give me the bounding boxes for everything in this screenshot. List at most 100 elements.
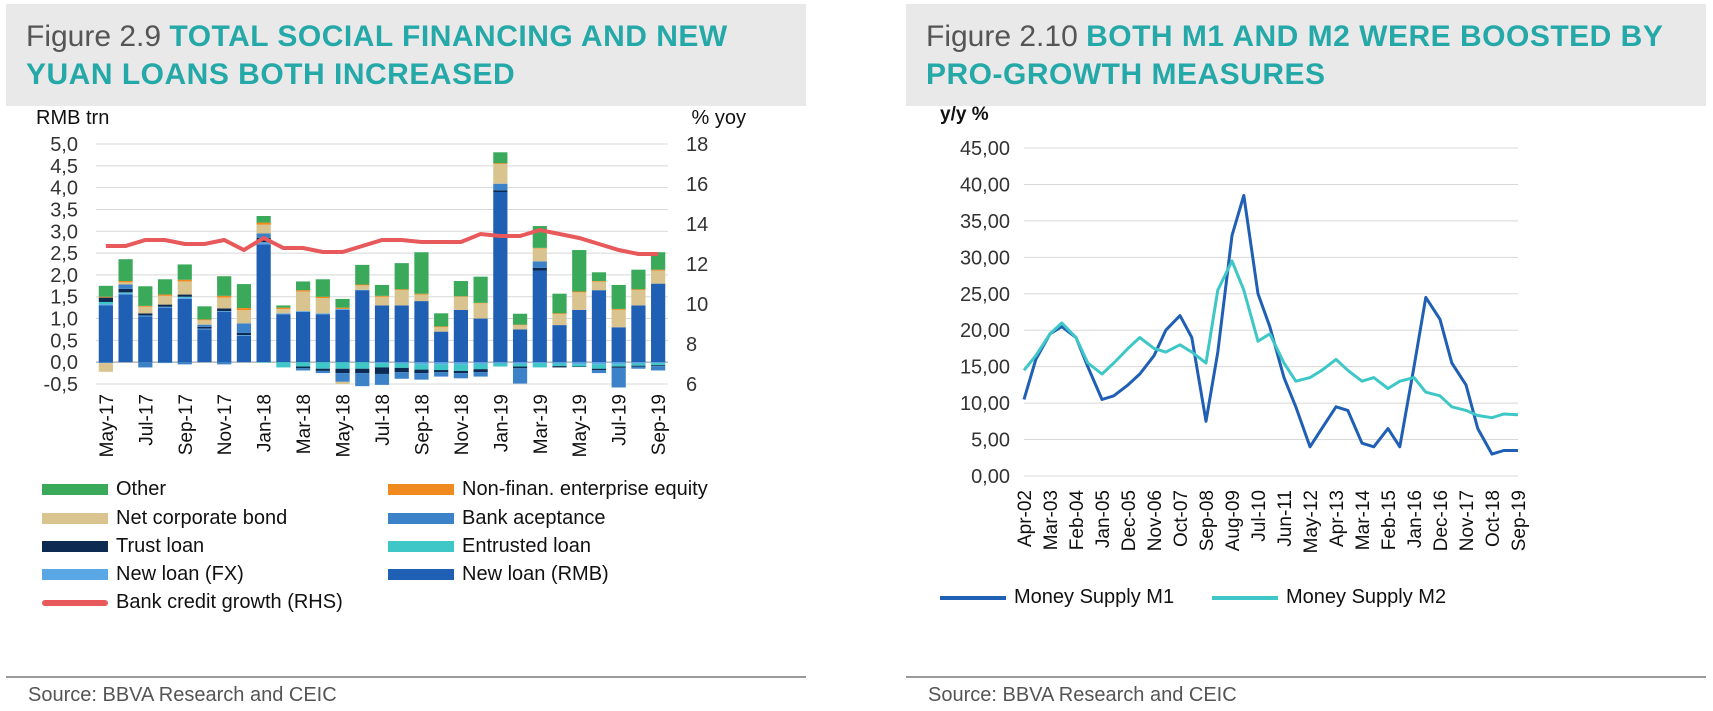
x-tick-label: Jan-19 (491, 394, 512, 452)
x-tick-label: May-17 (97, 394, 118, 457)
bar-segment (631, 290, 646, 306)
legend-label: New loan (RMB) (462, 563, 609, 585)
x-tick-label: May-12 (1301, 490, 1322, 553)
bar-segment (572, 364, 587, 367)
bar-segment (157, 295, 173, 305)
x-tick-label: Sep-17 (176, 394, 197, 455)
bar-segment (98, 304, 113, 306)
figure-number: Figure 2.9 (26, 20, 162, 53)
legend-swatch (388, 541, 454, 553)
bar-segment (453, 370, 468, 374)
figure-title-box: Figure 2.9 TOTAL SOCIAL FINANCING AND NE… (6, 4, 806, 106)
y-tick-label: 40,00 (960, 174, 1010, 196)
bar-segment (315, 296, 330, 299)
legend-label: Money Supply M1 (1014, 586, 1175, 608)
bar-segment (374, 295, 390, 297)
bar-segment (236, 332, 252, 336)
bar-segment (453, 309, 468, 363)
bar-segment (296, 290, 311, 292)
series-line (1022, 193, 1518, 456)
bar-segment (572, 362, 587, 365)
right-tick-label: 12 (686, 254, 708, 276)
bar-segment (591, 281, 607, 282)
bar-segment (414, 364, 429, 370)
bar-segment (256, 242, 271, 245)
figure-2-9-panel: Figure 2.9 TOTAL SOCIAL FINANCING AND NE… (6, 0, 806, 711)
x-tick-label: Nov-17 (1457, 490, 1478, 551)
legend-label: Bank credit growth (RHS) (116, 591, 343, 613)
bar-segment (414, 294, 429, 302)
bar-segment (631, 362, 646, 364)
x-tick-label: Mar-03 (1041, 490, 1062, 550)
bar-segment (631, 366, 646, 369)
bar-segment (572, 250, 587, 292)
bar-segment (493, 190, 508, 192)
financing-bar-chart: RMB trn % yoy 5,04,54,03,53,02,52,01,51,… (36, 107, 746, 457)
legend-item: Money Supply M1 (940, 586, 1174, 609)
legend-swatch (388, 513, 454, 525)
right-tick-label: 18 (686, 134, 708, 156)
x-tick-label: Feb-15 (1379, 490, 1400, 550)
bar-segment (532, 247, 547, 249)
bar-segment (512, 325, 528, 330)
bar-segment (651, 283, 666, 363)
bar-segment (631, 365, 646, 367)
bar-segment (177, 298, 192, 363)
bar-segment (394, 263, 409, 290)
bar-segment (197, 326, 212, 329)
bar-segment (591, 362, 607, 365)
legend-swatch (1212, 595, 1278, 600)
bar-segment (157, 307, 173, 363)
right-tick-label: 16 (686, 174, 708, 196)
figure-title: Figure 2.9 TOTAL SOCIAL FINANCING AND NE… (26, 18, 796, 94)
legend-swatch (42, 484, 108, 496)
legend-swatch (42, 569, 108, 581)
bar-segment (512, 366, 528, 369)
bar-segment (473, 369, 488, 373)
bar-segment (315, 314, 330, 363)
bar-segment (434, 362, 449, 365)
x-tick-label: Oct-18 (1483, 490, 1504, 547)
bar-segment (335, 298, 350, 308)
left-tick-label: 5,0 (50, 134, 78, 156)
bar-segment (138, 316, 153, 363)
bar-segment (394, 305, 409, 363)
bar-segment (138, 313, 153, 316)
bar-segment (98, 296, 113, 298)
bar-segment (512, 368, 528, 384)
bar-segment (197, 320, 212, 325)
x-tick-label: Sep-18 (412, 394, 433, 455)
bar-segment (394, 372, 409, 379)
bar-segment (98, 362, 113, 364)
x-tick-label: Nov-06 (1145, 490, 1166, 551)
left-tick-label: 2,0 (50, 265, 78, 287)
bar-segment (98, 301, 113, 305)
bar-segment (532, 261, 547, 268)
bar-segment (236, 310, 252, 324)
x-tick-label: Jul-10 (1249, 490, 1270, 542)
legend-swatch (388, 569, 454, 581)
bar-segment (453, 373, 468, 379)
bar-segment (157, 362, 173, 364)
bar-segment (552, 363, 567, 367)
bar-segment (374, 296, 390, 306)
x-tick-label: Jul-19 (610, 394, 631, 446)
bar-segment (236, 335, 252, 336)
bar-segment (414, 362, 429, 365)
bar-segment (512, 329, 528, 363)
bar-segment (591, 281, 607, 291)
bar-segment (98, 297, 113, 302)
y-tick-label: 0,00 (971, 466, 1010, 488)
money-supply-line-chart: y/y % 45,00 40,00 35,00 30,00 25,00 20,00 15,0… (940, 106, 1530, 553)
bar-segment (611, 362, 626, 365)
bar-segment (552, 313, 567, 315)
x-tick-label: Sep-19 (1509, 490, 1530, 551)
right-tick-label: 14 (686, 214, 708, 236)
x-tick-label: Jan-05 (1093, 490, 1114, 548)
bar-segment (197, 319, 212, 321)
bar-segment (473, 318, 488, 363)
bar-segment (355, 362, 370, 369)
x-tick-label: Sep-19 (649, 394, 670, 455)
bar-segment (374, 362, 390, 364)
bar-segment (473, 362, 488, 364)
